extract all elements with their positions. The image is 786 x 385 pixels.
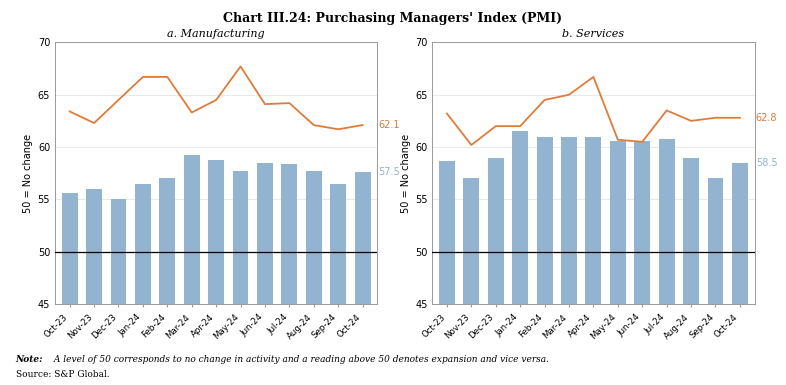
Title: b. Services: b. Services xyxy=(562,29,625,39)
Bar xyxy=(732,163,747,385)
Bar xyxy=(537,137,553,385)
Text: 62.8: 62.8 xyxy=(756,113,777,123)
Y-axis label: 50 = No change: 50 = No change xyxy=(401,134,411,213)
Bar xyxy=(561,137,577,385)
Legend: PMI, Future output: PMI, Future output xyxy=(141,382,292,385)
Bar xyxy=(488,157,504,385)
Text: Chart III.24: Purchasing Managers' Index (PMI): Chart III.24: Purchasing Managers' Index… xyxy=(223,12,563,25)
Bar xyxy=(160,179,175,385)
Bar xyxy=(184,156,200,385)
Bar xyxy=(233,171,248,385)
Title: a. Manufacturing: a. Manufacturing xyxy=(167,29,265,39)
Bar xyxy=(610,141,626,385)
Bar xyxy=(634,141,650,385)
Text: Note:: Note: xyxy=(16,355,43,364)
Y-axis label: 50 = No change: 50 = No change xyxy=(24,134,34,213)
Bar xyxy=(257,163,273,385)
Bar xyxy=(354,172,370,385)
Bar xyxy=(62,193,78,385)
Bar xyxy=(659,139,674,385)
Text: 57.5: 57.5 xyxy=(379,167,400,177)
Bar xyxy=(86,189,102,385)
Text: Source: S&P Global.: Source: S&P Global. xyxy=(16,370,109,379)
Bar xyxy=(135,184,151,385)
Bar xyxy=(683,157,699,385)
Bar xyxy=(208,160,224,385)
Bar xyxy=(512,131,528,385)
Bar xyxy=(439,161,455,385)
Bar xyxy=(464,179,479,385)
Bar xyxy=(586,137,601,385)
Legend: PMI, Future activity: PMI, Future activity xyxy=(516,382,670,385)
Bar xyxy=(281,164,297,385)
Text: 58.5: 58.5 xyxy=(756,158,777,168)
Text: 62.1: 62.1 xyxy=(379,120,400,130)
Text: A level of 50 corresponds to no change in activity and a reading above 50 denote: A level of 50 corresponds to no change i… xyxy=(51,355,549,364)
Bar xyxy=(330,184,346,385)
Bar xyxy=(707,179,723,385)
Bar xyxy=(306,171,321,385)
Bar xyxy=(111,199,127,385)
